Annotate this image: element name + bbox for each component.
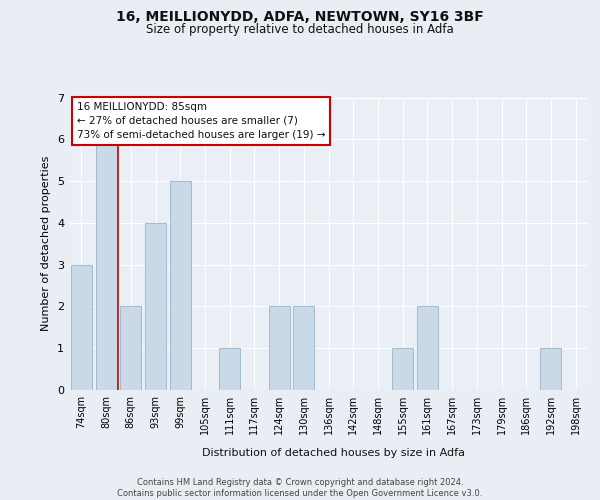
Bar [293, 306, 314, 390]
Text: Distribution of detached houses by size in Adfa: Distribution of detached houses by size … [202, 448, 464, 458]
Bar [269, 306, 290, 390]
Text: Contains HM Land Registry data © Crown copyright and database right 2024.
Contai: Contains HM Land Registry data © Crown c… [118, 478, 482, 498]
Text: 16, MEILLIONYDD, ADFA, NEWTOWN, SY16 3BF: 16, MEILLIONYDD, ADFA, NEWTOWN, SY16 3BF [116, 10, 484, 24]
Bar [95, 140, 116, 390]
Bar [170, 181, 191, 390]
Bar [392, 348, 413, 390]
Bar [120, 306, 141, 390]
Bar [541, 348, 562, 390]
Bar [71, 264, 92, 390]
Text: Size of property relative to detached houses in Adfa: Size of property relative to detached ho… [146, 22, 454, 36]
Bar [219, 348, 240, 390]
Y-axis label: Number of detached properties: Number of detached properties [41, 156, 52, 332]
Bar [417, 306, 438, 390]
Text: 16 MEILLIONYDD: 85sqm
← 27% of detached houses are smaller (7)
73% of semi-detac: 16 MEILLIONYDD: 85sqm ← 27% of detached … [77, 102, 325, 140]
Bar [145, 223, 166, 390]
